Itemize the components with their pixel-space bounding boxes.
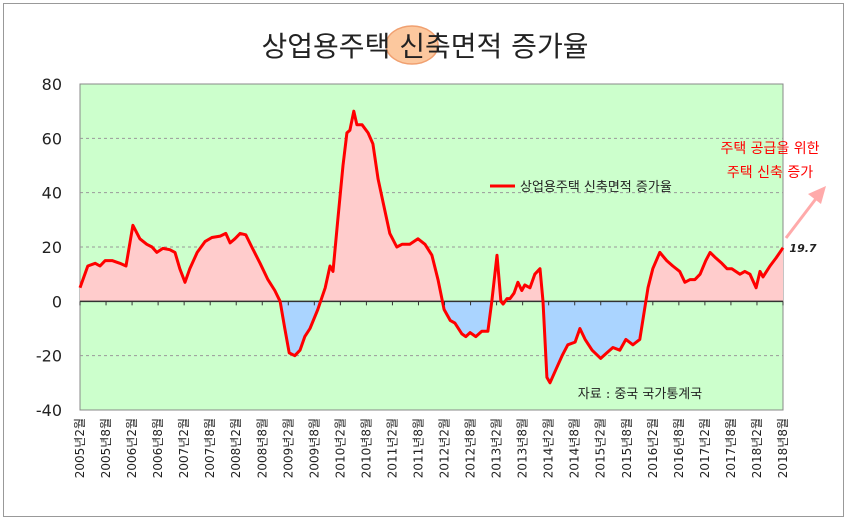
x-tick-label: 2013년2월 [490, 418, 504, 478]
plot-area [79, 83, 784, 411]
negative-area [80, 301, 783, 383]
x-tick-label: 2014년2월 [542, 418, 556, 478]
legend: 상업용주택 신축면적 증가율 [490, 180, 672, 195]
x-tick-label: 2009년2월 [281, 418, 295, 478]
x-tick-label: 2018년8월 [776, 418, 790, 478]
source-note: 자료 : 중국 국가통계국 [578, 387, 702, 402]
y-tick-label: -20 [36, 347, 62, 366]
callout-line1: 주택 공급을 위한 [720, 141, 819, 157]
series-line [78, 109, 785, 385]
legend-label: 상업용주택 신축면적 증가율 [520, 180, 672, 195]
chart-frame [3, 3, 844, 517]
x-tick-label: 2007년8월 [203, 418, 217, 478]
x-tick-label: 2016년8월 [672, 418, 686, 478]
x-tick-label: 2012년2월 [438, 418, 452, 478]
x-tick-label: 2008년2월 [229, 418, 243, 478]
x-tick-label: 2011년2월 [385, 418, 399, 478]
y-tick-label: -40 [36, 401, 62, 420]
y-tick-label: 80 [42, 75, 62, 94]
chart-title: 상업용주택 신축면적 증가율 [262, 30, 589, 63]
x-tick-label: 2017년2월 [698, 418, 712, 478]
x-tick-label: 2013년8월 [516, 418, 530, 478]
y-tick-label: 0 [52, 292, 62, 311]
y-tick-label: 40 [42, 184, 62, 203]
y-tick-label: 20 [42, 238, 62, 257]
callout-line2: 주택 신축 증가 [727, 165, 813, 181]
title-highlight-circle [385, 25, 439, 65]
x-tick-label: 2010년2월 [333, 418, 347, 478]
x-tick-label: 2015년8월 [620, 418, 634, 478]
x-tick-label: 2016년2월 [646, 418, 660, 478]
x-tick-label: 2011년8월 [411, 418, 425, 478]
x-tick-label: 2015년2월 [594, 418, 608, 478]
x-tick-label: 2018년2월 [750, 418, 764, 478]
x-tick-label: 2009년8월 [307, 418, 321, 478]
x-tick-label: 2012년8월 [464, 418, 478, 478]
x-tick-label: 2008년8월 [255, 418, 269, 478]
x-tick-label: 2010년8월 [359, 418, 373, 478]
x-tick-label: 2007년2월 [177, 418, 191, 478]
positive-area [80, 111, 783, 302]
x-tick-label: 2014년8월 [568, 418, 582, 478]
y-tick-label: 60 [42, 129, 62, 148]
callout-arrow-head-icon [808, 186, 826, 204]
x-tick-label: 2006년2월 [125, 418, 139, 478]
last-value-label: 19.7 [789, 242, 816, 255]
x-tick-label: 2005년2월 [73, 418, 87, 478]
x-tick-label: 2017년8월 [724, 418, 738, 478]
x-tick-label: 2006년8월 [151, 418, 165, 478]
callout-arrow-shaft [784, 195, 820, 239]
x-tick-label: 2005년8월 [99, 418, 113, 478]
